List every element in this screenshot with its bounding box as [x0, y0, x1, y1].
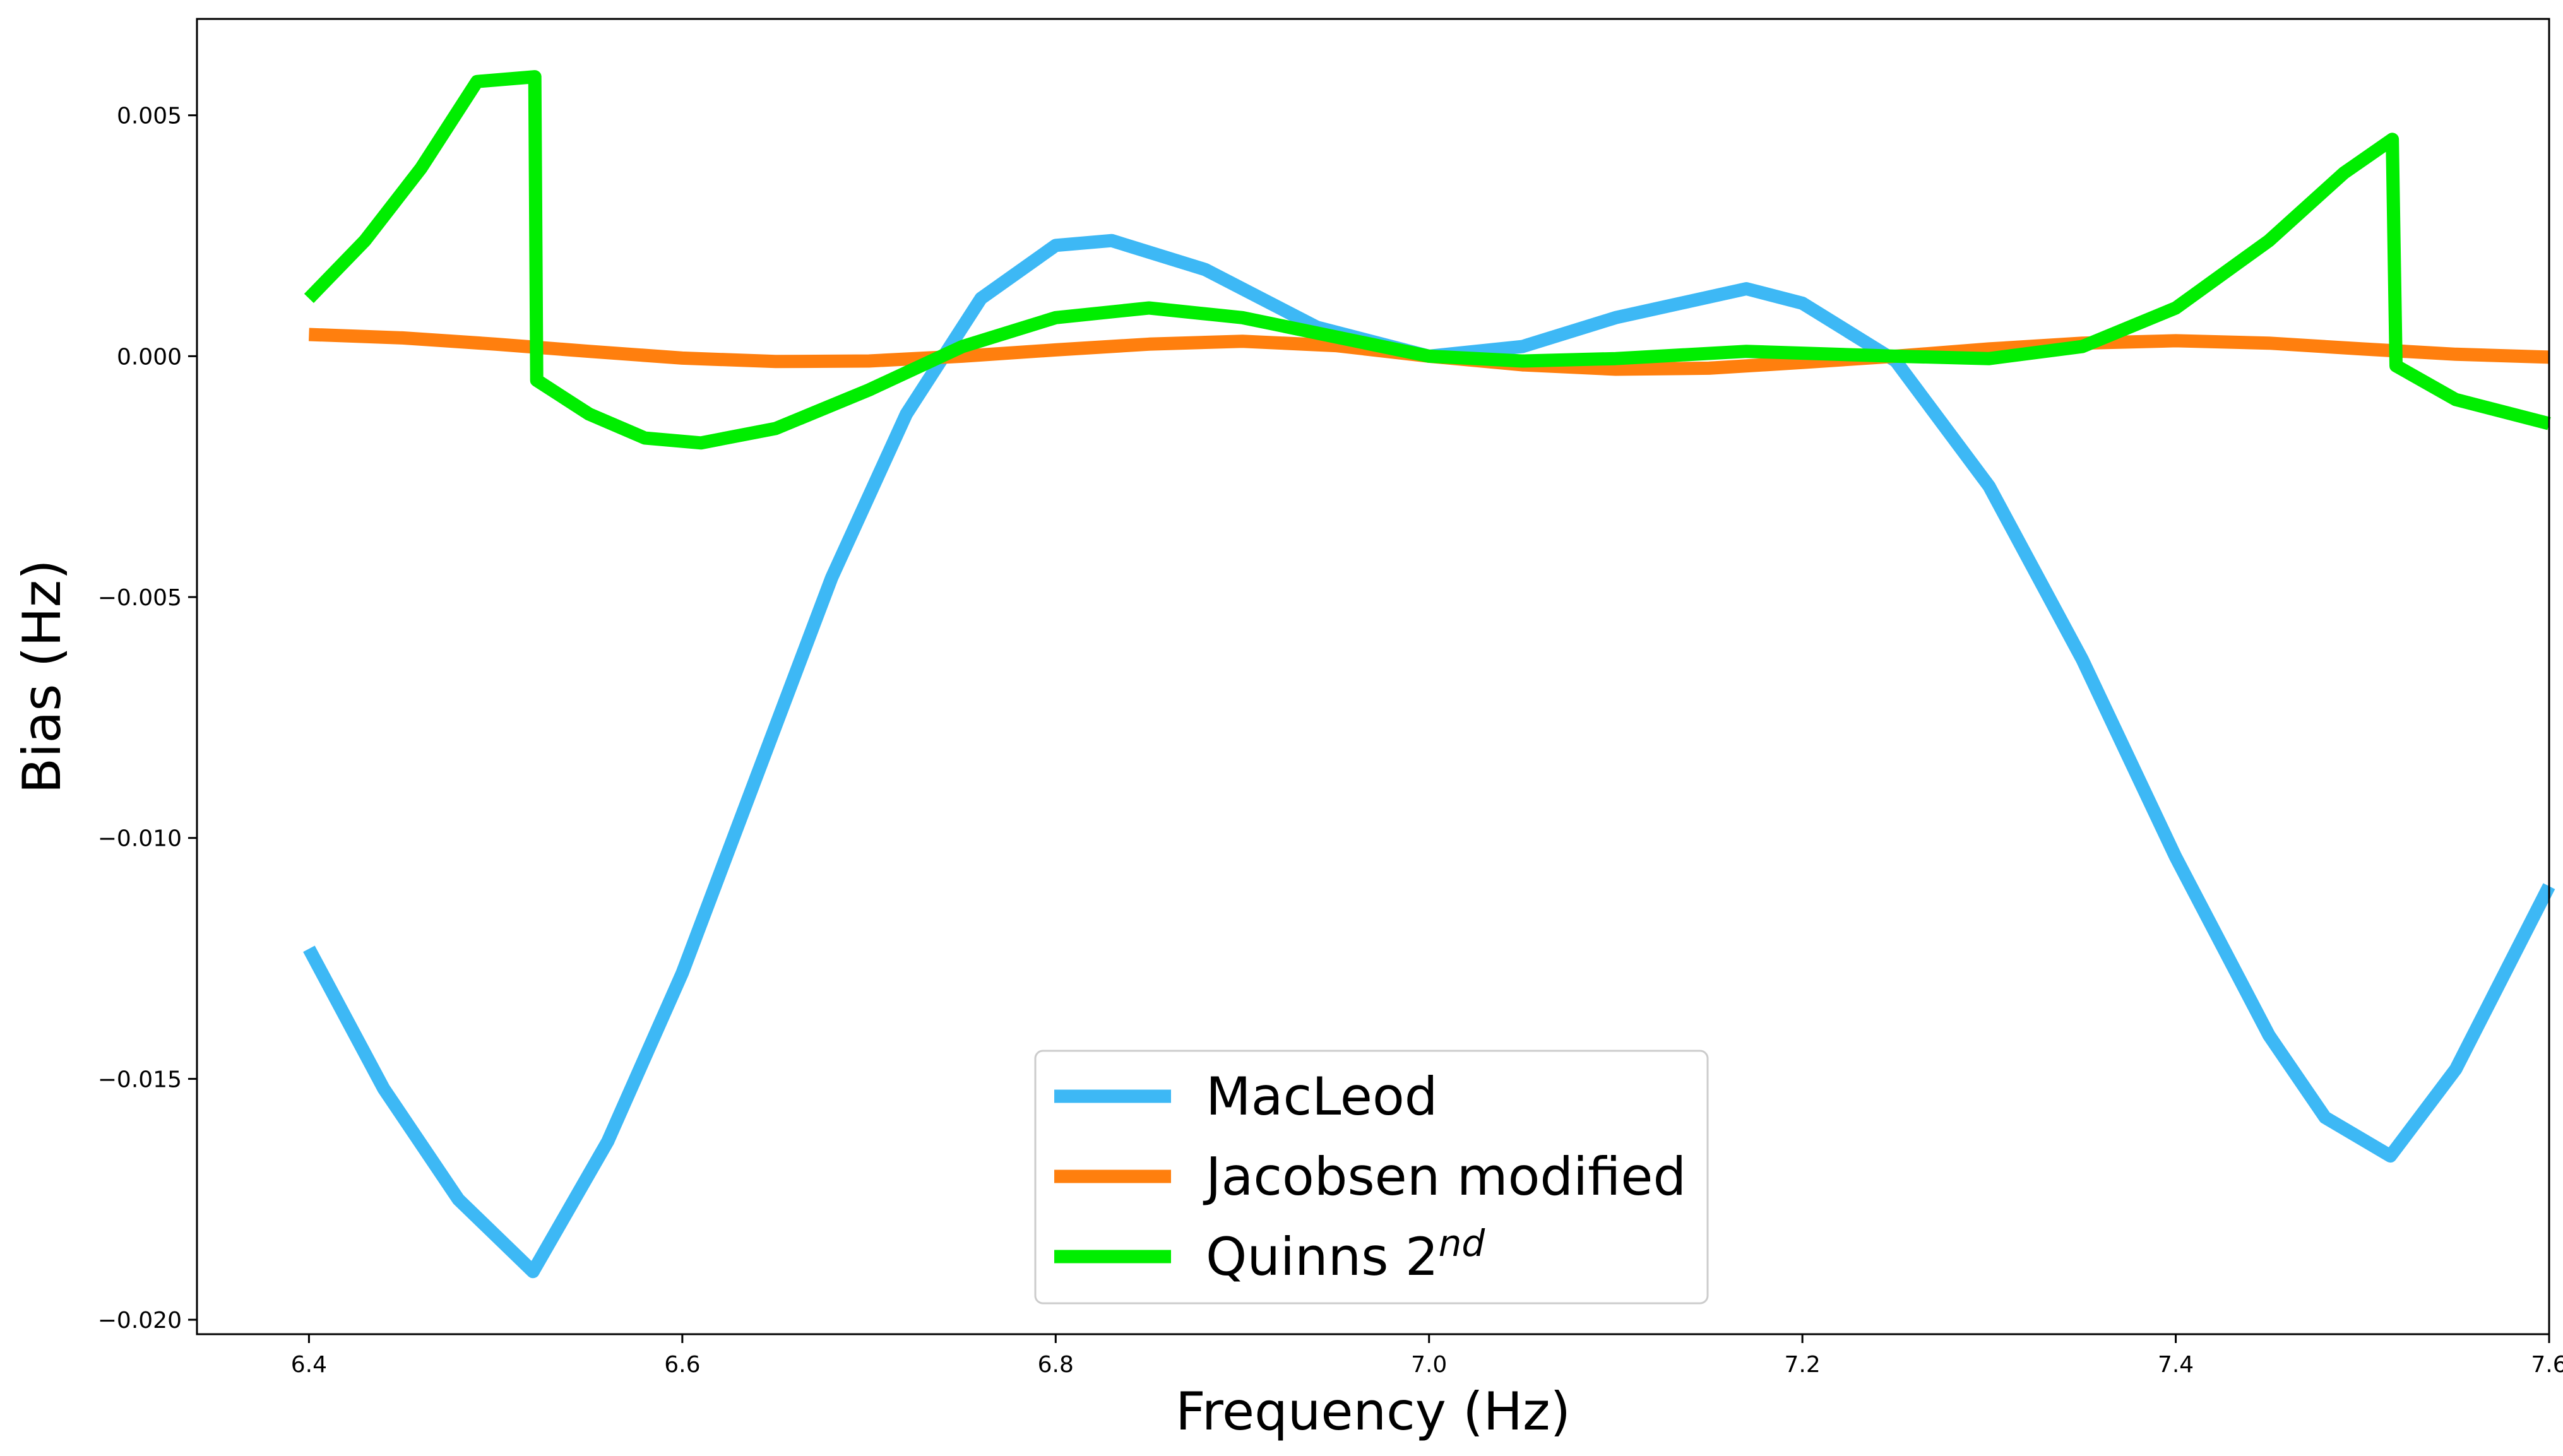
x-tick-label: 7.4	[2158, 1352, 2194, 1378]
y-tick-label: −0.015	[98, 1067, 182, 1092]
y-tick-label: −0.010	[98, 826, 182, 852]
x-axis-label: Frequency (Hz)	[1175, 1381, 1571, 1442]
y-tick-label: −0.020	[98, 1308, 182, 1334]
y-axis-ticks: 0.005 0.000 −0.005 −0.010 −0.015 −0.020	[98, 104, 197, 1334]
y-tick-label: 0.005	[117, 104, 182, 129]
legend-label-1: MacLeod	[1206, 1066, 1437, 1127]
x-tick-label: 6.8	[1038, 1352, 1074, 1378]
y-tick-label: −0.005	[98, 585, 182, 611]
x-tick-label: 6.4	[291, 1352, 327, 1378]
legend-label-2: Jacobsen modified	[1203, 1146, 1686, 1207]
x-tick-label: 7.6	[2531, 1352, 2563, 1378]
x-tick-label: 7.0	[1411, 1352, 1447, 1378]
x-axis-ticks: 6.4 6.6 6.8 7.0 7.2 7.4 7.6	[291, 1334, 2563, 1378]
x-tick-label: 7.2	[1785, 1352, 1821, 1378]
y-axis-label: Bias (Hz)	[11, 559, 73, 793]
y-tick-label: 0.000	[117, 344, 182, 370]
x-tick-label: 6.6	[664, 1352, 700, 1378]
